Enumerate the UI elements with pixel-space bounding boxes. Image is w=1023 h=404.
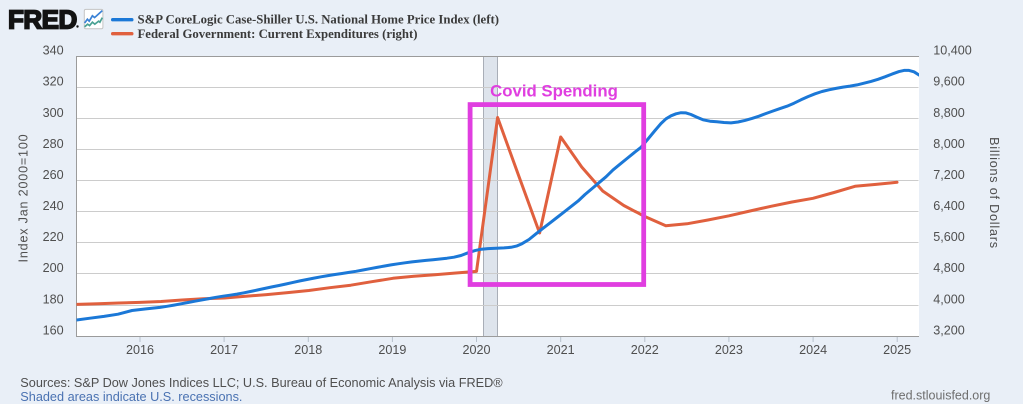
svg-text:6,400: 6,400	[933, 199, 965, 213]
svg-text:240: 240	[43, 199, 64, 213]
svg-text:2025: 2025	[883, 343, 911, 357]
svg-text:280: 280	[43, 137, 64, 151]
svg-text:2023: 2023	[715, 343, 743, 357]
svg-text:8,000: 8,000	[933, 137, 965, 151]
svg-text:2024: 2024	[799, 343, 827, 357]
svg-text:320: 320	[43, 75, 64, 89]
svg-text:5,600: 5,600	[933, 230, 965, 244]
svg-text:180: 180	[43, 292, 64, 306]
svg-text:fred.stlouisfed.org: fred.stlouisfed.org	[891, 388, 990, 402]
svg-text:2016: 2016	[126, 343, 154, 357]
svg-text:300: 300	[43, 106, 64, 120]
svg-text:2021: 2021	[547, 343, 575, 357]
svg-text:200: 200	[43, 261, 64, 275]
svg-text:2022: 2022	[631, 343, 659, 357]
svg-text:Federal Government: Current Ex: Federal Government: Current Expenditures…	[138, 27, 418, 41]
svg-text:3,200: 3,200	[933, 323, 965, 337]
svg-text:Covid Spending: Covid Spending	[490, 82, 618, 101]
svg-text:FRED: FRED	[8, 4, 77, 34]
svg-text:Sources: S&P Dow Jones Indices: Sources: S&P Dow Jones Indices LLC; U.S.…	[20, 376, 503, 390]
svg-text:Billions of Dollars: Billions of Dollars	[987, 137, 1001, 249]
svg-text:10,400: 10,400	[933, 44, 972, 58]
svg-text:160: 160	[43, 323, 64, 337]
svg-text:Index Jan 2000=100: Index Jan 2000=100	[17, 134, 31, 263]
svg-text:8,800: 8,800	[933, 106, 965, 120]
svg-text:260: 260	[43, 168, 64, 182]
svg-text:4,000: 4,000	[933, 292, 965, 306]
svg-text:7,200: 7,200	[933, 168, 965, 182]
svg-text:220: 220	[43, 230, 64, 244]
svg-text:340: 340	[43, 44, 64, 58]
svg-text:4,800: 4,800	[933, 261, 965, 275]
svg-text:2020: 2020	[462, 343, 490, 357]
svg-text:S&P CoreLogic Case-Shiller U.S: S&P CoreLogic Case-Shiller U.S. National…	[138, 13, 499, 27]
svg-text:9,600: 9,600	[933, 75, 965, 89]
svg-text:2018: 2018	[294, 343, 322, 357]
svg-text:2019: 2019	[378, 343, 406, 357]
svg-text:Shaded areas indicate U.S. rec: Shaded areas indicate U.S. recessions.	[20, 390, 242, 404]
svg-text:2017: 2017	[210, 343, 238, 357]
